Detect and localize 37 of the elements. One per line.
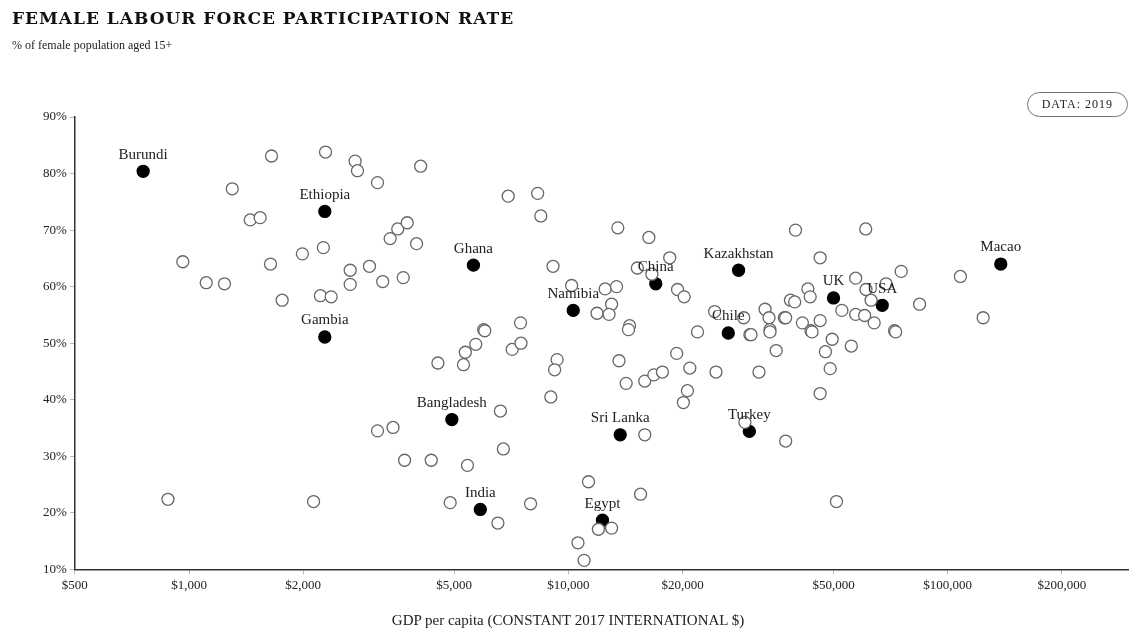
x-tick-label: $200,000 xyxy=(1037,576,1087,592)
annotation: Kazakhstan xyxy=(703,244,775,261)
annotation: Bangladesh xyxy=(416,393,488,410)
annotation: Sri Lanka xyxy=(590,409,650,426)
annotation: Egypt xyxy=(584,494,622,511)
annotation: Chile xyxy=(712,307,745,324)
x-tick-label: $2,000 xyxy=(285,576,322,592)
annotation: Ghana xyxy=(453,239,494,256)
y-tick-label: 10% xyxy=(42,560,67,576)
annotation: Burundi xyxy=(118,145,168,162)
y-tick-label: 90% xyxy=(42,108,67,124)
x-tick-label: $50,000 xyxy=(812,576,855,592)
x-tick-label: $10,000 xyxy=(547,576,590,592)
y-tick-label: 50% xyxy=(42,334,67,350)
text: DATA: 2019 xyxy=(1026,92,1128,117)
x-axis-title: GDP per capita (CONSTANT 2017 INTERNATIONAL $) xyxy=(390,612,746,629)
annotation: Namibia xyxy=(547,284,600,301)
chart-title: FEMALE LABOUR FORCE PARTICIPATION RATE xyxy=(12,8,515,28)
annotation: China xyxy=(637,258,675,275)
annotation: Ethiopia xyxy=(299,185,351,202)
annotation: India xyxy=(464,483,497,500)
chart-subtitle: % of female population aged 15+ xyxy=(12,38,173,53)
y-tick-label: 80% xyxy=(42,164,67,180)
annotation: Turkey xyxy=(727,405,772,422)
y-tick-label: 30% xyxy=(42,447,67,463)
x-tick-label: $5,000 xyxy=(436,576,473,592)
x-tick-label: $100,000 xyxy=(923,576,973,592)
annotation: Macao xyxy=(980,238,1022,255)
x-tick-label: $500 xyxy=(61,576,88,592)
x-tick-label: $20,000 xyxy=(661,576,704,592)
y-tick-label: 60% xyxy=(42,278,67,294)
y-tick-label: 40% xyxy=(42,391,67,407)
annotation: Gambia xyxy=(301,311,349,328)
y-tick-label: 70% xyxy=(42,221,67,237)
y-tick-label: 20% xyxy=(42,504,67,520)
annotation: UK xyxy=(822,272,845,289)
x-tick-label: $1,000 xyxy=(171,576,207,592)
